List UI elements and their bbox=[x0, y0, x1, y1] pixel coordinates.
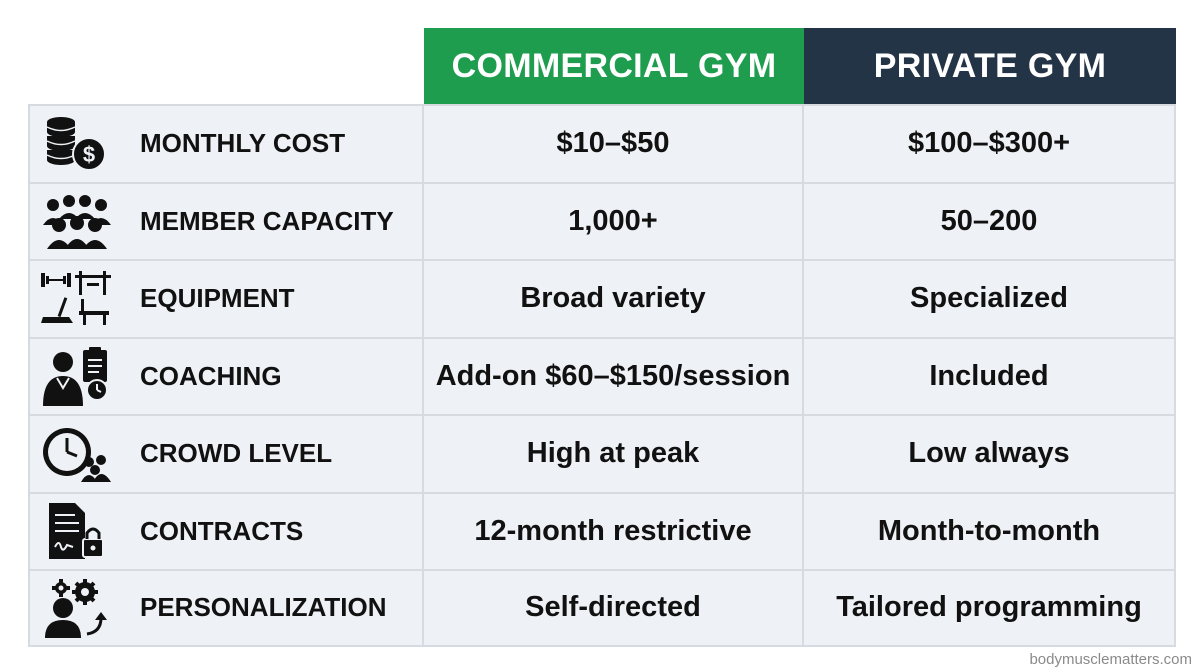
row-label-text: MEMBER CAPACITY bbox=[140, 205, 394, 236]
header-private-gym: PRIVATE GYM bbox=[804, 28, 1176, 104]
person-gears-icon bbox=[34, 577, 120, 639]
commercial-coaching: Add-on $60–$150/session bbox=[424, 336, 804, 414]
row-label-contracts: CONTRACTS bbox=[28, 491, 424, 569]
row-label-member-capacity: MEMBER CAPACITY bbox=[28, 181, 424, 259]
private-contracts: Month-to-month bbox=[804, 491, 1176, 569]
row-label-crowd-level: CROWD LEVEL bbox=[28, 414, 424, 492]
row-label-personalization: PERSONALIZATION bbox=[28, 569, 424, 647]
row-label-text: COACHING bbox=[140, 360, 282, 391]
row-label-text: CROWD LEVEL bbox=[140, 438, 333, 469]
commercial-crowd-level: High at peak bbox=[424, 414, 804, 492]
coach-clipboard-icon bbox=[34, 345, 120, 407]
private-equipment: Specialized bbox=[804, 259, 1176, 337]
header-commercial-gym: COMMERCIAL GYM bbox=[424, 28, 804, 104]
contract-lock-icon bbox=[34, 500, 120, 562]
coins-dollar-icon: $ bbox=[34, 113, 120, 175]
comparison-table: COMMERCIAL GYM PRIVATE GYM bbox=[28, 28, 1176, 647]
commercial-member-capacity: 1,000+ bbox=[424, 181, 804, 259]
private-personalization: Tailored programming bbox=[804, 569, 1176, 647]
commercial-contracts: 12-month restrictive bbox=[424, 491, 804, 569]
svg-text:$: $ bbox=[83, 142, 95, 167]
private-member-capacity: 50–200 bbox=[804, 181, 1176, 259]
row-label-text: PERSONALIZATION bbox=[140, 592, 387, 623]
row-label-text: MONTHLY COST bbox=[140, 128, 346, 159]
gym-equipment-icon bbox=[34, 268, 120, 330]
row-label-equipment: EQUIPMENT bbox=[28, 259, 424, 337]
clock-crowd-icon bbox=[34, 423, 120, 485]
private-crowd-level: Low always bbox=[804, 414, 1176, 492]
private-monthly-cost: $100–$300+ bbox=[804, 104, 1176, 182]
commercial-monthly-cost: $10–$50 bbox=[424, 104, 804, 182]
table-corner bbox=[28, 28, 424, 104]
watermark: bodymusclematters.com bbox=[1029, 651, 1192, 668]
commercial-personalization: Self-directed bbox=[424, 569, 804, 647]
row-label-coaching: COACHING bbox=[28, 336, 424, 414]
crowd-people-icon bbox=[34, 190, 120, 252]
row-label-monthly-cost: $ MONTHLY COST bbox=[28, 104, 424, 182]
row-label-text: EQUIPMENT bbox=[140, 283, 295, 314]
private-coaching: Included bbox=[804, 336, 1176, 414]
commercial-equipment: Broad variety bbox=[424, 259, 804, 337]
row-label-text: CONTRACTS bbox=[140, 515, 304, 546]
